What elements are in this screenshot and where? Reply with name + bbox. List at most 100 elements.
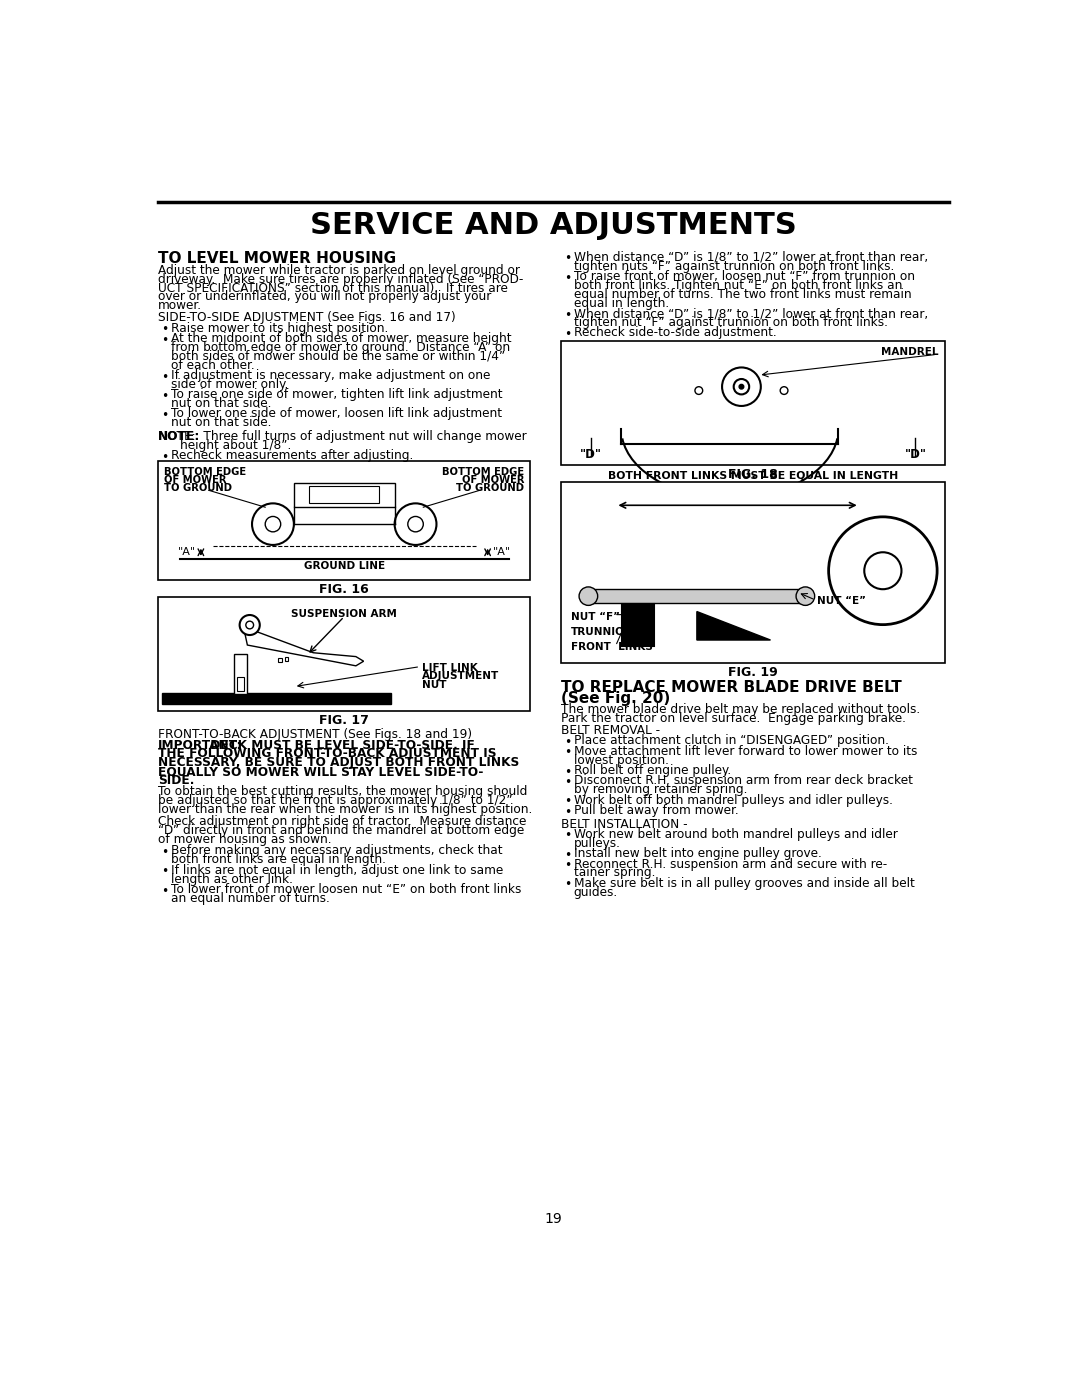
Text: To lower front of mower loosen nut “E” on both front links: To lower front of mower loosen nut “E” o… xyxy=(171,883,521,895)
Text: GROUND LINE: GROUND LINE xyxy=(303,562,384,571)
Text: SUSPENSION ARM: SUSPENSION ARM xyxy=(292,609,397,619)
Text: SIDE-TO-SIDE ADJUSTMENT (See Figs. 16 and 17): SIDE-TO-SIDE ADJUSTMENT (See Figs. 16 an… xyxy=(159,312,456,324)
Text: TRUNNION: TRUNNION xyxy=(570,627,633,637)
Text: (See Fig. 20): (See Fig. 20) xyxy=(562,692,671,705)
Text: When distance “D” is 1/8” to 1/2” lower at front than rear,: When distance “D” is 1/8” to 1/2” lower … xyxy=(573,251,928,264)
Text: The mower blade drive belt may be replaced without tools.: The mower blade drive belt may be replac… xyxy=(562,703,920,717)
Text: •: • xyxy=(161,334,168,346)
Text: "D": "D" xyxy=(580,448,602,461)
Text: length as other link.: length as other link. xyxy=(171,873,293,886)
Text: To raise front of mower, loosen nut “F” from trunnion on: To raise front of mower, loosen nut “F” … xyxy=(573,270,915,284)
Text: NOTE:: NOTE: xyxy=(159,430,201,443)
Text: IMPORTANT:: IMPORTANT: xyxy=(159,739,243,752)
Text: equal number of turns. The two front links must remain: equal number of turns. The two front lin… xyxy=(573,288,912,300)
Text: Recheck measurements after adjusting.: Recheck measurements after adjusting. xyxy=(171,448,413,462)
Bar xyxy=(159,461,530,580)
Text: Park the tractor on level surface.  Engage parking brake.: Park the tractor on level surface. Engag… xyxy=(562,712,906,725)
Text: equal in length.: equal in length. xyxy=(573,296,669,310)
Bar xyxy=(284,658,288,661)
Bar xyxy=(294,482,394,507)
Text: FIG. 17: FIG. 17 xyxy=(320,714,369,728)
Text: tighten nut “F” against trunnion on both front links.: tighten nut “F” against trunnion on both… xyxy=(573,316,888,328)
Text: over or underinflated, you will not properly adjust your: over or underinflated, you will not prop… xyxy=(159,291,491,303)
Text: •: • xyxy=(565,271,571,285)
Bar xyxy=(237,678,244,692)
Text: mower.: mower. xyxy=(159,299,202,313)
Text: NOTE:  Three full turns of adjustment nut will change mower: NOTE: Three full turns of adjustment nut… xyxy=(159,430,527,443)
Text: •: • xyxy=(565,795,571,809)
Text: •: • xyxy=(565,253,571,265)
Bar xyxy=(162,693,391,704)
Text: •: • xyxy=(161,884,168,897)
Circle shape xyxy=(408,517,423,532)
Circle shape xyxy=(828,517,937,624)
Text: NUT “E”: NUT “E” xyxy=(816,597,866,606)
Text: TO GROUND: TO GROUND xyxy=(456,482,524,493)
Text: TO REPLACE MOWER BLADE DRIVE BELT: TO REPLACE MOWER BLADE DRIVE BELT xyxy=(562,680,902,696)
Text: •: • xyxy=(161,451,168,464)
Text: If links are not equal in length, adjust one link to same: If links are not equal in length, adjust… xyxy=(171,863,503,877)
Text: •: • xyxy=(565,879,571,891)
Text: Work belt off both mandrel pulleys and idler pulleys.: Work belt off both mandrel pulleys and i… xyxy=(573,793,892,806)
Text: BOTTOM EDGE: BOTTOM EDGE xyxy=(164,467,246,478)
Text: Work new belt around both mandrel pulleys and idler: Work new belt around both mandrel pulley… xyxy=(573,828,897,841)
Text: lowest position.: lowest position. xyxy=(573,753,669,767)
Text: •: • xyxy=(565,849,571,862)
Text: Disconnect R.H. suspension arm from rear deck bracket: Disconnect R.H. suspension arm from rear… xyxy=(573,774,913,788)
Circle shape xyxy=(733,379,750,394)
Text: Raise mower to its highest position.: Raise mower to its highest position. xyxy=(171,321,388,335)
Text: •: • xyxy=(161,370,168,384)
Bar xyxy=(562,341,945,465)
Text: TO LEVEL MOWER HOUSING: TO LEVEL MOWER HOUSING xyxy=(159,251,396,265)
Text: MANDREL: MANDREL xyxy=(881,346,939,356)
Text: of each other.: of each other. xyxy=(171,359,254,372)
Text: from bottom edge of mower to ground.  Distance “A” on: from bottom edge of mower to ground. Dis… xyxy=(171,341,510,353)
Text: of mower housing as shown.: of mower housing as shown. xyxy=(159,833,332,845)
Text: be adjusted so that the front is approximately 1/8” to 1/2”: be adjusted so that the front is approxi… xyxy=(159,793,513,807)
Bar xyxy=(159,598,530,711)
Text: 19: 19 xyxy=(544,1213,563,1227)
Text: •: • xyxy=(161,390,168,402)
Text: tighten nuts “F” against trunnion on both front links.: tighten nuts “F” against trunnion on bot… xyxy=(573,260,894,272)
Circle shape xyxy=(266,517,281,532)
Circle shape xyxy=(739,384,744,388)
Text: At the midpoint of both sides of mower, measure height: At the midpoint of both sides of mower, … xyxy=(171,332,511,345)
Text: If adjustment is necessary, make adjustment on one: If adjustment is necessary, make adjustm… xyxy=(171,369,490,381)
Text: •: • xyxy=(565,309,571,321)
Text: "A": "A" xyxy=(492,548,511,557)
Text: SERVICE AND ADJUSTMENTS: SERVICE AND ADJUSTMENTS xyxy=(310,211,797,240)
Text: To raise one side of mower, tighten lift link adjustment: To raise one side of mower, tighten lift… xyxy=(171,388,502,401)
Text: “D” directly in front and behind the mandrel at bottom edge: “D” directly in front and behind the man… xyxy=(159,824,525,837)
Text: Adjust the mower while tractor is parked on level ground or: Adjust the mower while tractor is parked… xyxy=(159,264,521,277)
Text: FIG. 16: FIG. 16 xyxy=(320,584,369,597)
Text: an equal number of turns.: an equal number of turns. xyxy=(171,891,329,905)
Text: •: • xyxy=(565,746,571,760)
Text: •: • xyxy=(565,766,571,778)
Text: pulleys.: pulleys. xyxy=(573,837,621,849)
Text: "A": "A" xyxy=(178,548,195,557)
Circle shape xyxy=(240,615,260,636)
Circle shape xyxy=(579,587,597,605)
Text: •: • xyxy=(565,775,571,789)
Text: Check adjustment on right side of tractor.  Measure distance: Check adjustment on right side of tracto… xyxy=(159,814,527,828)
Circle shape xyxy=(252,503,294,545)
Text: TO GROUND: TO GROUND xyxy=(164,482,232,493)
Text: •: • xyxy=(565,806,571,819)
Circle shape xyxy=(694,387,703,394)
Text: Pull belt away from mower.: Pull belt away from mower. xyxy=(573,805,739,817)
Text: "D": "D" xyxy=(904,448,927,461)
Text: DECK MUST BE LEVEL SIDE-TO-SIDE. IF: DECK MUST BE LEVEL SIDE-TO-SIDE. IF xyxy=(206,739,475,752)
Text: SIDE.: SIDE. xyxy=(159,774,194,787)
Circle shape xyxy=(723,367,760,407)
Text: lower than the rear when the mower is in its highest position.: lower than the rear when the mower is in… xyxy=(159,803,532,816)
Text: •: • xyxy=(161,323,168,337)
Text: Roll belt off engine pulley.: Roll belt off engine pulley. xyxy=(573,764,731,777)
Text: both front links. Tighten nut “E” on both front links an: both front links. Tighten nut “E” on bot… xyxy=(573,279,902,292)
Text: Move attachment lift lever forward to lower mower to its: Move attachment lift lever forward to lo… xyxy=(573,745,917,757)
Text: Reconnect R.H. suspension arm and secure with re-: Reconnect R.H. suspension arm and secure… xyxy=(573,858,887,870)
Text: •: • xyxy=(161,847,168,859)
Circle shape xyxy=(394,503,436,545)
Text: •: • xyxy=(161,865,168,879)
Text: nut on that side.: nut on that side. xyxy=(171,416,271,429)
Text: •: • xyxy=(565,859,571,872)
